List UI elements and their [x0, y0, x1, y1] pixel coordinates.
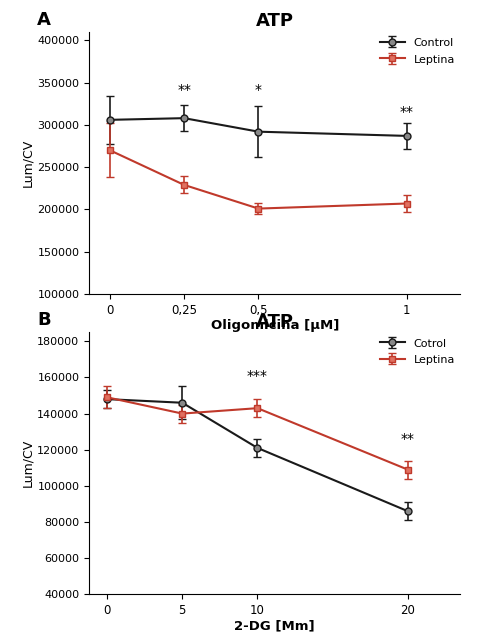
Text: B: B: [37, 311, 51, 329]
Text: ***: ***: [247, 369, 268, 383]
Legend: Cotrol, Leptina: Cotrol, Leptina: [380, 338, 455, 365]
Y-axis label: Lum/CV: Lum/CV: [21, 139, 35, 187]
Text: **: **: [401, 432, 415, 446]
Y-axis label: Lum/CV: Lum/CV: [21, 439, 35, 488]
Legend: Control, Leptina: Control, Leptina: [380, 38, 455, 65]
Text: **: **: [400, 105, 414, 119]
Title: ATP: ATP: [256, 12, 294, 31]
X-axis label: Oligomicina [μM]: Oligomicina [μM]: [210, 320, 339, 332]
Text: *: *: [255, 83, 262, 97]
Text: **: **: [177, 83, 191, 97]
Text: A: A: [37, 11, 51, 29]
Title: ATP: ATP: [256, 312, 294, 331]
X-axis label: 2-DG [Mm]: 2-DG [Mm]: [235, 620, 315, 633]
